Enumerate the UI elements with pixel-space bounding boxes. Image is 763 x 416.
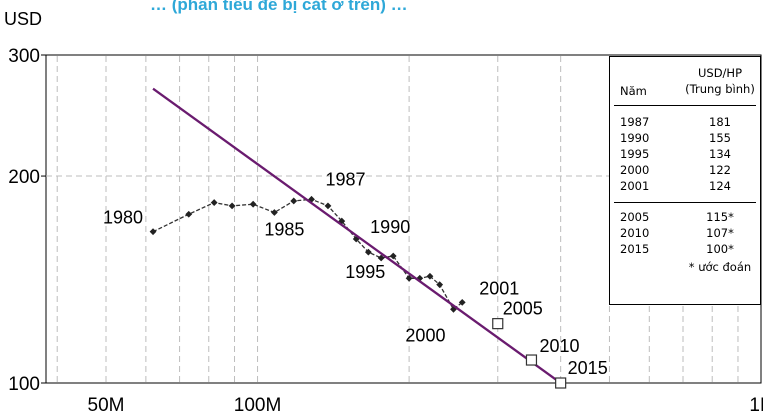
- table-cell-year: 2010: [620, 226, 650, 240]
- table-cell-year: 1995: [620, 147, 650, 161]
- data-point: [270, 209, 278, 216]
- table-cell-value: 100*: [706, 242, 734, 256]
- data-point: [149, 228, 157, 236]
- table-cell-year: 2000: [620, 163, 650, 177]
- table-header-value-line1: USD/HP: [697, 66, 743, 80]
- y-tick-label: 100: [8, 374, 40, 395]
- point-label: 1990: [370, 217, 410, 237]
- table-cell-value: 124: [709, 179, 731, 193]
- table-row: 2000 122: [610, 163, 760, 179]
- table-header-value: USD/HP (Trung bình): [680, 65, 760, 97]
- data-point: [290, 197, 298, 205]
- point-label: 2005: [503, 299, 543, 319]
- data-point: [389, 252, 397, 260]
- table-row: 1987 181: [610, 115, 760, 131]
- forecast-point: [555, 377, 567, 389]
- price-table: Năm USD/HP (Trung bình) 1987 181 1990 15…: [609, 56, 761, 305]
- data-point: [185, 210, 193, 218]
- point-label: 2000: [405, 325, 445, 345]
- table-cell-year: 2015: [620, 242, 650, 256]
- table-cell-value: 115*: [706, 210, 734, 224]
- y-tick-label: 200: [8, 167, 40, 188]
- forecast-point: [492, 318, 504, 330]
- table-cell-year: 2005: [620, 210, 650, 224]
- y-axis-label: USD: [4, 9, 42, 29]
- table-header-value-line2: (Trung bình): [685, 82, 755, 96]
- data-point: [364, 248, 372, 256]
- point-label: 1995: [345, 262, 385, 282]
- table-cell-value: 155: [709, 131, 731, 145]
- point-label: 2015: [568, 358, 608, 378]
- data-point: [352, 235, 360, 243]
- table-row: 1990 155: [610, 131, 760, 147]
- data-point: [405, 274, 413, 282]
- table-row: 1995 134: [610, 147, 760, 163]
- chart-title: … (phần tiêu đề bị cắt ở trên) …: [150, 0, 408, 14]
- table-cell-value: 181: [709, 115, 731, 129]
- table-cell-value: 122: [709, 163, 731, 177]
- table-header: Năm USD/HP (Trung bình): [610, 57, 760, 105]
- point-label: 2001: [479, 278, 519, 298]
- table-row: 2001 124: [610, 179, 760, 195]
- table-cell-year: 1987: [620, 115, 650, 129]
- y-tick-label: 300: [8, 46, 40, 67]
- data-point: [426, 272, 434, 280]
- table-cell-year: 1990: [620, 131, 650, 145]
- data-point: [249, 200, 257, 208]
- data-point: [324, 202, 332, 210]
- trend-line: [152, 87, 562, 384]
- table-header-year: Năm: [620, 84, 647, 98]
- table-cell-year: 2001: [620, 179, 650, 193]
- data-point: [228, 202, 236, 210]
- point-label: 1985: [264, 220, 304, 240]
- table-row: 2010 107*: [610, 226, 760, 242]
- x-tick-label: 100M: [234, 395, 282, 416]
- x-tick-label: 1B: [749, 395, 763, 416]
- point-label: 2010: [539, 336, 579, 356]
- point-label: 1987: [326, 169, 366, 189]
- table-divider: [614, 202, 756, 203]
- forecast-point: [525, 354, 538, 366]
- table-footnote: * ước đoán: [688, 260, 752, 274]
- table-cell-value: 134: [709, 147, 731, 161]
- table-row: 2005 115*: [610, 210, 760, 226]
- x-tick-label: 50M: [88, 395, 125, 416]
- point-label: 1980: [103, 208, 143, 228]
- data-point: [210, 199, 218, 206]
- data-point: [377, 254, 385, 262]
- table-cell-value: 107*: [706, 226, 734, 240]
- data-point: [458, 298, 466, 306]
- table-row: 2015 100*: [610, 242, 760, 258]
- table-divider: [614, 105, 756, 106]
- data-point: [436, 281, 444, 289]
